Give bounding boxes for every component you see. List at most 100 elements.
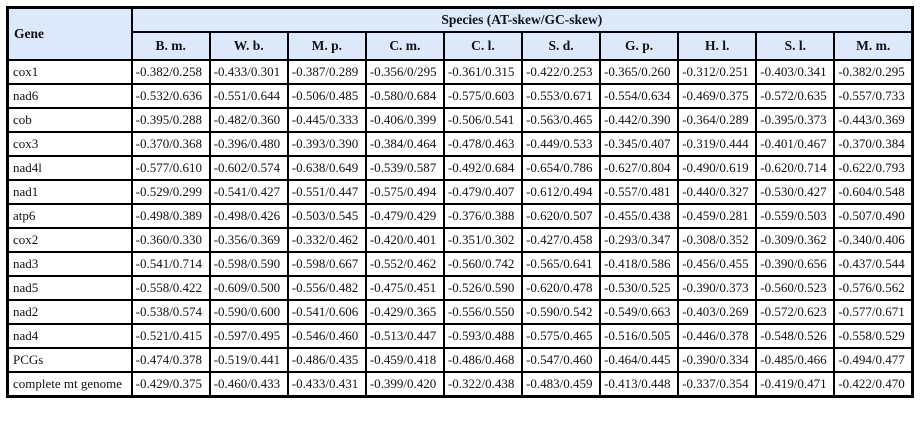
gene-label: nad6 xyxy=(6,83,133,109)
skew-value-cell: -0.440/0.327 xyxy=(677,179,758,205)
skew-value-cell: -0.293/0.347 xyxy=(599,227,680,253)
species-abbrev-header: M. p. xyxy=(286,31,367,61)
skew-value-cell: -0.455/0.438 xyxy=(599,203,680,229)
species-abbrev-row: B. m. W. b. M. p. C. m. C. l. S. d. G. p. H. l.… xyxy=(8,31,914,61)
table-row: cox3 -0.370/0.368 -0.396/0.480 -0.393/0.390… xyxy=(6,131,914,157)
skew-value-cell: -0.337/0.354 xyxy=(677,371,758,398)
skew-value-cell: -0.490/0.619 xyxy=(677,155,758,181)
skew-value-cell: -0.308/0.352 xyxy=(677,227,758,253)
skew-value-cell: -0.559/0.503 xyxy=(755,203,836,229)
skew-value-cell: -0.429/0.375 xyxy=(130,371,211,398)
skew-value-cell: -0.340/0.406 xyxy=(833,227,914,253)
skew-value-cell: -0.456/0.455 xyxy=(677,251,758,277)
skew-value-cell: -0.406/0.399 xyxy=(364,107,445,133)
at-gc-skew-table: Gene Species (AT-skew/GC-skew) B. m. W. b… xyxy=(6,6,914,398)
species-abbrev-header: S. l. xyxy=(755,31,836,61)
skew-value-cell: -0.360/0.330 xyxy=(130,227,211,253)
table-row: nad5 -0.558/0.422 -0.609/0.500 -0.556/0.482… xyxy=(6,275,914,301)
skew-value-cell: -0.560/0.742 xyxy=(442,251,524,277)
skew-value-cell: -0.622/0.793 xyxy=(833,155,914,181)
species-abbrev-header: S. d. xyxy=(520,31,602,61)
skew-value-cell: -0.565/0.641 xyxy=(520,251,602,277)
skew-value-cell: -0.551/0.644 xyxy=(208,83,289,109)
skew-value-cell: -0.654/0.786 xyxy=(520,155,602,181)
skew-value-cell: -0.460/0.433 xyxy=(208,371,289,398)
skew-value-cell: -0.395/0.288 xyxy=(130,107,211,133)
skew-value-cell: -0.492/0.684 xyxy=(442,155,524,181)
skew-value-cell: -0.351/0.302 xyxy=(442,227,524,253)
species-abbrev-header: M. m. xyxy=(833,31,914,61)
skew-value-cell: -0.356/0.369 xyxy=(208,227,289,253)
skew-value-cell: -0.445/0.333 xyxy=(286,107,367,133)
skew-value-cell: -0.553/0.671 xyxy=(520,83,602,109)
gene-label: PCGs xyxy=(6,347,133,373)
skew-value-cell: -0.422/0.253 xyxy=(520,59,602,85)
gene-label: cox1 xyxy=(6,59,133,85)
skew-value-cell: -0.474/0.378 xyxy=(130,347,211,373)
skew-value-cell: -0.576/0.562 xyxy=(833,275,914,301)
skew-value-cell: -0.418/0.586 xyxy=(599,251,680,277)
skew-value-cell: -0.483/0.459 xyxy=(520,371,602,398)
skew-value-cell: -0.552/0.462 xyxy=(364,251,445,277)
skew-value-cell: -0.580/0.684 xyxy=(364,83,445,109)
skew-value-cell: -0.575/0.465 xyxy=(520,323,602,349)
skew-value-cell: -0.422/0.470 xyxy=(833,371,914,398)
table-row: atp6 -0.498/0.389 -0.498/0.426 -0.503/0.545… xyxy=(6,203,914,229)
skew-value-cell: -0.365/0.260 xyxy=(599,59,680,85)
skew-value-cell: -0.403/0.341 xyxy=(755,59,836,85)
skew-value-cell: -0.486/0.468 xyxy=(442,347,524,373)
skew-value-cell: -0.590/0.542 xyxy=(520,299,602,325)
skew-value-cell: -0.446/0.378 xyxy=(677,323,758,349)
skew-value-cell: -0.507/0.490 xyxy=(833,203,914,229)
skew-value-cell: -0.429/0.365 xyxy=(364,299,445,325)
skew-value-cell: -0.575/0.494 xyxy=(364,179,445,205)
skew-value-cell: -0.498/0.426 xyxy=(208,203,289,229)
skew-value-cell: -0.376/0.388 xyxy=(442,203,524,229)
paper-table-page: Gene Species (AT-skew/GC-skew) B. m. W. b… xyxy=(6,6,914,398)
skew-value-cell: -0.395/0.373 xyxy=(755,107,836,133)
gene-label: nad3 xyxy=(6,251,133,277)
skew-value-cell: -0.486/0.435 xyxy=(286,347,367,373)
species-group-header: Species (AT-skew/GC-skew) xyxy=(130,6,914,33)
skew-value-cell: -0.526/0.590 xyxy=(442,275,524,301)
skew-value-cell: -0.443/0.369 xyxy=(833,107,914,133)
table-row: nad4l -0.577/0.610 -0.602/0.574 -0.638/0.64… xyxy=(6,155,914,181)
skew-value-cell: -0.345/0.407 xyxy=(599,131,680,157)
skew-value-cell: -0.459/0.281 xyxy=(677,203,758,229)
gene-label: cox3 xyxy=(6,131,133,157)
skew-value-cell: -0.382/0.258 xyxy=(130,59,211,85)
skew-value-cell: -0.427/0.458 xyxy=(520,227,602,253)
skew-value-cell: -0.437/0.544 xyxy=(833,251,914,277)
skew-value-cell: -0.609/0.500 xyxy=(208,275,289,301)
skew-value-cell: -0.612/0.494 xyxy=(520,179,602,205)
skew-value-cell: -0.485/0.466 xyxy=(755,347,836,373)
skew-value-cell: -0.390/0.656 xyxy=(755,251,836,277)
table-row: cox2 -0.360/0.330 -0.356/0.369 -0.332/0.462… xyxy=(6,227,914,253)
species-group-row: Gene Species (AT-skew/GC-skew) xyxy=(6,6,914,61)
skew-value-cell: -0.364/0.289 xyxy=(677,107,758,133)
skew-value-cell: -0.332/0.462 xyxy=(286,227,367,253)
table-row: nad4 -0.521/0.415 -0.597/0.495 -0.546/0.460… xyxy=(6,323,914,349)
skew-value-cell: -0.539/0.587 xyxy=(364,155,445,181)
skew-value-cell: -0.519/0.441 xyxy=(208,347,289,373)
skew-value-cell: -0.593/0.488 xyxy=(442,323,524,349)
table-row: nad1 -0.529/0.299 -0.541/0.427 -0.551/0.447… xyxy=(6,179,914,205)
skew-value-cell: -0.547/0.460 xyxy=(520,347,602,373)
skew-value-cell: -0.548/0.526 xyxy=(755,323,836,349)
skew-value-cell: -0.403/0.269 xyxy=(677,299,758,325)
skew-value-cell: -0.556/0.550 xyxy=(442,299,524,325)
skew-value-cell: -0.475/0.451 xyxy=(364,275,445,301)
skew-value-cell: -0.399/0.420 xyxy=(364,371,445,398)
skew-value-cell: -0.620/0.478 xyxy=(520,275,602,301)
skew-value-cell: -0.541/0.714 xyxy=(130,251,211,277)
skew-value-cell: -0.420/0.401 xyxy=(364,227,445,253)
skew-value-cell: -0.442/0.390 xyxy=(599,107,680,133)
skew-value-cell: -0.602/0.574 xyxy=(208,155,289,181)
skew-value-cell: -0.541/0.427 xyxy=(208,179,289,205)
skew-value-cell: -0.390/0.373 xyxy=(677,275,758,301)
skew-value-cell: -0.312/0.251 xyxy=(677,59,758,85)
gene-label: nad1 xyxy=(6,179,133,205)
skew-value-cell: -0.546/0.460 xyxy=(286,323,367,349)
skew-value-cell: -0.503/0.545 xyxy=(286,203,367,229)
skew-value-cell: -0.401/0.467 xyxy=(755,131,836,157)
